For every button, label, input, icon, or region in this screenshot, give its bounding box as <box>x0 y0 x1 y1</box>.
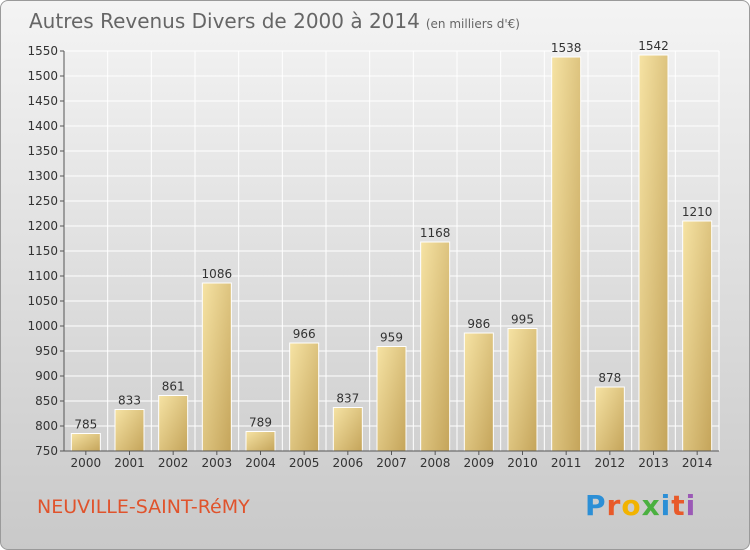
x-tick-label: 2005 <box>289 456 320 470</box>
x-tick-label: 2008 <box>420 456 451 470</box>
bar-value-label: 1168 <box>420 226 451 240</box>
bar-value-label: 833 <box>118 394 141 408</box>
y-tick-label: 1550 <box>27 44 58 58</box>
bar-value-label: 1542 <box>638 39 669 53</box>
bar <box>332 407 363 452</box>
bar <box>158 395 189 452</box>
y-tick-label: 1300 <box>27 169 58 183</box>
y-tick-label: 1500 <box>27 69 58 83</box>
town-name: NEUVILLE-SAINT-RéMY <box>37 496 250 518</box>
x-tick-label: 2012 <box>595 456 626 470</box>
bar-value-label: 1538 <box>551 41 582 55</box>
bar-value-label: 837 <box>336 392 359 406</box>
x-tick-label: 2014 <box>682 456 713 470</box>
logo-letter: i <box>660 489 672 522</box>
x-tick-label: 2006 <box>333 456 364 470</box>
bar-value-label: 1086 <box>202 267 233 281</box>
bar <box>289 342 320 452</box>
y-tick-label: 1450 <box>27 94 58 108</box>
x-tick-label: 2007 <box>376 456 407 470</box>
bar-value-label: 959 <box>380 331 403 345</box>
logo-letter: t <box>671 489 686 522</box>
bar <box>638 54 669 452</box>
x-tick-label: 2010 <box>507 456 538 470</box>
y-tick-label: 1400 <box>27 119 58 133</box>
x-tick-label: 2002 <box>158 456 189 470</box>
y-tick-label: 1000 <box>27 319 58 333</box>
bar-value-label: 878 <box>598 371 621 385</box>
bar-value-label: 861 <box>162 380 185 394</box>
bar <box>682 220 713 452</box>
x-tick-label: 2003 <box>202 456 233 470</box>
bar <box>507 328 538 452</box>
y-tick-label: 1050 <box>27 294 58 308</box>
bar <box>70 433 101 452</box>
logo-letter: P <box>585 489 607 522</box>
bar <box>201 282 232 452</box>
bar-value-label: 986 <box>467 317 490 331</box>
bar-value-label: 966 <box>293 327 316 341</box>
logo-letter: i <box>685 489 697 522</box>
bar-value-label: 995 <box>511 313 534 327</box>
logo-letter: x <box>641 489 661 522</box>
y-tick-label: 1250 <box>27 194 58 208</box>
bar-value-label: 785 <box>74 418 97 432</box>
bar-value-label: 789 <box>249 416 272 430</box>
axes: 750 800 850 900 950 1000 1050 1100 1150 1200 1250 1… <box>27 44 719 470</box>
y-tick-label: 850 <box>35 394 58 408</box>
y-tick-label: 950 <box>35 344 58 358</box>
bar <box>463 332 494 452</box>
bar <box>376 346 407 452</box>
y-tick-label: 1150 <box>27 244 58 258</box>
y-tick-label: 1100 <box>27 269 58 283</box>
bar <box>114 409 145 452</box>
x-tick-label: 2011 <box>551 456 582 470</box>
bar <box>551 56 582 452</box>
proxiti-logo: Proxiti <box>585 489 696 522</box>
y-tick-label: 1200 <box>27 219 58 233</box>
x-tick-label: 2004 <box>245 456 276 470</box>
y-tick-label: 1350 <box>27 144 58 158</box>
y-tick-label: 750 <box>35 444 58 458</box>
x-tick-label: 2013 <box>638 456 669 470</box>
chart-title: Autres Revenus Divers de 2000 à 2014 (en … <box>29 9 520 33</box>
bar-value-label: 1210 <box>682 205 713 219</box>
y-tick-label: 900 <box>35 369 58 383</box>
x-tick-label: 2009 <box>464 456 495 470</box>
logo-letter: o <box>621 489 642 522</box>
y-tick-label: 800 <box>35 419 58 433</box>
x-tick-label: 2001 <box>114 456 145 470</box>
x-tick-label: 2000 <box>71 456 102 470</box>
chart-title-text: Autres Revenus Divers de 2000 à 2014 <box>29 9 420 33</box>
chart-subtitle: (en milliers d'€) <box>425 17 520 31</box>
bar <box>420 241 451 452</box>
logo-letter: r <box>606 489 622 522</box>
bar <box>594 386 625 452</box>
bar <box>245 431 276 452</box>
